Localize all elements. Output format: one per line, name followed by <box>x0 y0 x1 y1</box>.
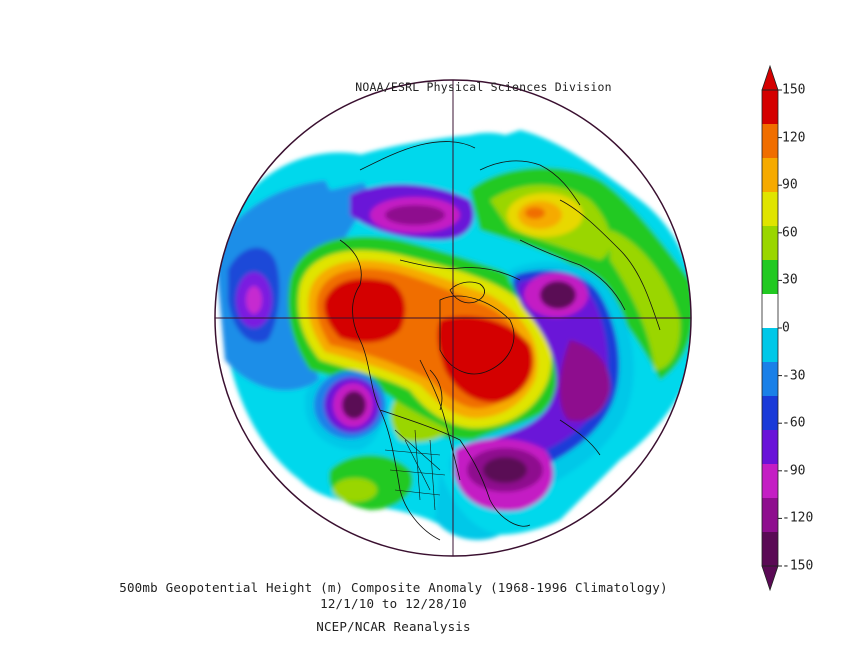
credit-text: NOAA/ESRL Physical Sciences Division <box>355 80 612 94</box>
colorbar-tick-label: 60 <box>782 225 798 241</box>
figure-title: 500mb Geopotential Height (m) Composite … <box>119 580 668 595</box>
anomaly-field <box>215 80 691 556</box>
colorbar-tick-label: -60 <box>782 415 806 431</box>
colorbar-segment <box>762 226 778 261</box>
colorbar-segment <box>762 362 778 397</box>
map-boundary-circle <box>214 79 692 557</box>
dataset-name: NCEP/NCAR Reanalysis <box>316 619 471 634</box>
colorbar-segment <box>762 328 778 363</box>
colorbar-tick-label: 120 <box>782 130 806 146</box>
colorbar-segment <box>762 532 778 567</box>
coastlines <box>339 141 661 541</box>
colorbar-segment <box>762 430 778 465</box>
colorbar-segment <box>762 498 778 533</box>
colorbar-segment <box>762 294 778 329</box>
colorbar-tick-label: -90 <box>782 463 806 479</box>
colorbar-segment <box>762 124 778 159</box>
colorbar-tick-label: 150 <box>782 82 806 98</box>
colorbar-segment <box>762 260 778 295</box>
colorbar-tick-label: -120 <box>782 510 814 526</box>
colorbar-segment <box>762 158 778 193</box>
colorbar-tick-label: -30 <box>782 368 806 384</box>
date-range: 12/1/10 to 12/28/10 <box>320 596 467 611</box>
colorbar-tick-label: 0 <box>782 320 790 336</box>
colorbar-segment <box>762 464 778 499</box>
colorbar-segment <box>762 90 778 125</box>
colorbar-segment <box>762 192 778 227</box>
colorbar <box>761 64 782 592</box>
colorbar-tick-label: 90 <box>782 177 798 193</box>
colorbar-segment <box>762 396 778 431</box>
colorbar-tick-label: -150 <box>782 558 814 574</box>
state-boundaries <box>384 429 446 511</box>
colorbar-tick-label: 30 <box>782 272 798 288</box>
